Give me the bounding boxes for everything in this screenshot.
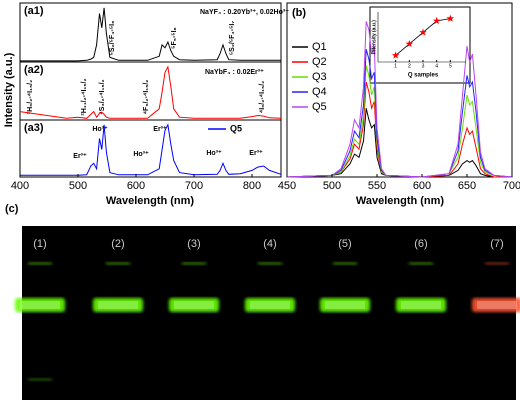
glow: [245, 298, 295, 312]
legend-label: Q5: [312, 101, 327, 113]
sample-label: (6): [414, 238, 427, 250]
x-tick-label: 550: [368, 180, 386, 192]
glow-core: [250, 301, 290, 309]
annotation: Ho³⁺: [206, 150, 222, 157]
panel-b-frame: [286, 2, 513, 178]
legend-label: Q2: [312, 56, 327, 68]
panel-label: (b): [292, 7, 306, 19]
annotation: ⁴F₉/₂-⁴I₁₅/₂: [143, 80, 150, 115]
star-marker: [391, 51, 400, 59]
glow: [169, 298, 219, 312]
star-marker: [405, 39, 414, 48]
glow: [320, 298, 370, 312]
glow-core: [401, 301, 441, 309]
x-tick-label: 600: [127, 180, 145, 192]
star-marker: [432, 16, 441, 25]
panel-a-frame: [19, 2, 282, 178]
glow-faint: [28, 378, 52, 381]
star-marker: [446, 14, 455, 22]
glow-core: [325, 301, 365, 309]
annotation: Er³⁺: [153, 126, 167, 133]
line: [286, 65, 513, 178]
glow-faint: [28, 262, 52, 265]
annotation: Ho³⁺: [92, 126, 108, 133]
sample-label: (2): [111, 238, 124, 250]
panel-label: (a1): [24, 5, 44, 17]
legend-label: Q4: [312, 86, 327, 98]
panel-label: (c): [5, 203, 19, 215]
sample-label: (1): [33, 238, 46, 250]
x-tick-label: 500: [323, 180, 341, 192]
line: [20, 7, 281, 62]
x-tick-label: 800: [243, 180, 261, 192]
sample-label: (3): [187, 238, 200, 250]
panel-label: (a2): [24, 64, 44, 76]
glow-core: [98, 301, 138, 309]
glow-faint: [485, 262, 509, 265]
x-tick-label: 450: [278, 180, 296, 192]
sample-label: (4): [263, 238, 276, 250]
line: [286, 108, 512, 178]
glow-core: [174, 301, 214, 309]
x-tick-label: 400: [11, 180, 29, 192]
x-axis-label: Wavelength (nm): [356, 195, 445, 207]
annotation: ⁴S₃/₂-⁴I₁₅/₂: [99, 79, 106, 114]
glow-faint: [333, 262, 357, 265]
glow-faint: [258, 262, 282, 265]
x-tick-label: 3: [422, 63, 425, 69]
glow-faint: [182, 262, 206, 265]
photo: [22, 226, 516, 400]
legend-label: Q3: [312, 71, 327, 83]
glow-core: [20, 301, 60, 309]
x-tick-label: 500: [69, 180, 87, 192]
x-tick-label: 600: [413, 180, 431, 192]
annotation: ⁵F₅-⁵I₈: [171, 27, 178, 49]
glow-core: [477, 301, 517, 309]
annotation: Er³⁺: [73, 153, 87, 160]
glow: [396, 298, 446, 312]
sample-label: (5): [338, 238, 351, 250]
glow-faint: [409, 262, 433, 265]
panel-label: (a3): [24, 122, 44, 134]
annotation: ²H₁₁/₂-⁴I₁₅/₂: [81, 78, 88, 115]
annotation: ⁵S₂/⁵F₄-⁵I₈: [109, 21, 116, 56]
annotation: ²H₉/₂-⁴I₁₅/₂: [27, 80, 34, 115]
legend-label: Q1: [312, 41, 327, 53]
y-axis-label: Intensity (a.u.): [371, 20, 377, 54]
annotation: ⁴I₉/₂-⁴I₁₅/₂: [259, 81, 266, 114]
glow: [15, 298, 65, 312]
inset-frame: [369, 6, 471, 84]
line: [286, 21, 513, 178]
glow: [93, 298, 143, 312]
annotation: Er³⁺: [249, 150, 263, 157]
x-tick-label: 700: [503, 180, 520, 192]
line: [20, 123, 282, 176]
legend-label: Q5: [230, 123, 242, 133]
chart-title: NaYF₄ : 0.20Yb³⁺, 0.02Ho³⁺: [200, 9, 289, 16]
y-axis-label: Intensity (a.u.): [3, 52, 15, 127]
x-tick-label: 5: [449, 63, 452, 69]
star-marker: [419, 28, 427, 36]
x-tick-label: 650: [458, 180, 476, 192]
annotation: ⁵S₂/⁵F₄-⁵I₇: [229, 21, 236, 55]
x-tick-label: 700: [185, 180, 203, 192]
line: [19, 65, 282, 119]
x-tick-label: 1: [394, 63, 397, 69]
x-tick-label: 2: [408, 63, 411, 69]
x-axis-label: Wavelength (nm): [106, 195, 195, 207]
glow-faint: [106, 262, 130, 265]
annotation: Ho³⁺: [133, 151, 149, 158]
x-axis-label: Q samples: [408, 73, 439, 79]
chart-title: NaYbF₄ : 0.02Er³⁺: [205, 69, 264, 76]
glow: [472, 298, 520, 312]
x-tick-label: 4: [435, 63, 438, 69]
sample-label: (7): [490, 238, 503, 250]
